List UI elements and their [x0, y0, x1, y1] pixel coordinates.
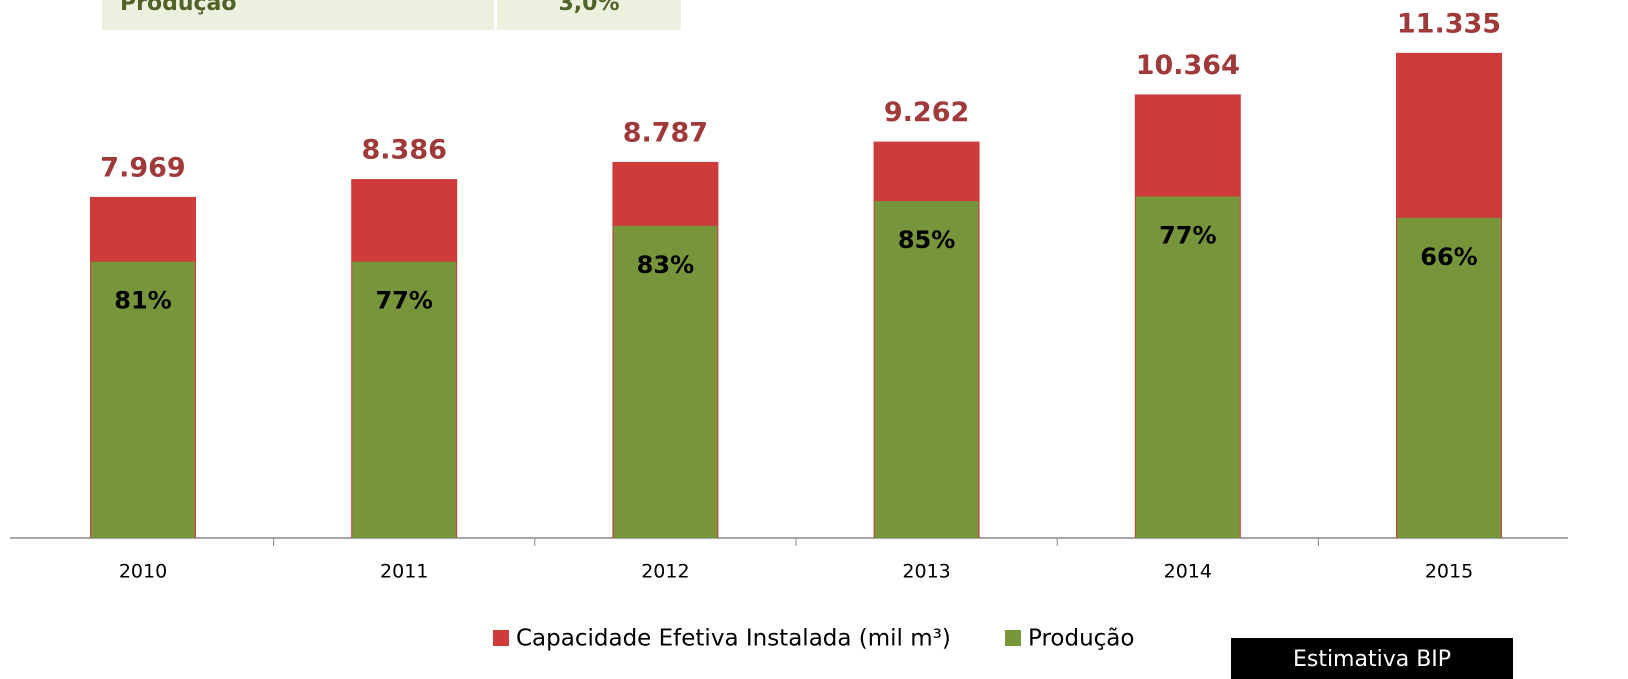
data-label: 77% [1159, 221, 1216, 249]
data-label: 83% [637, 251, 694, 279]
x-tick-label: 2014 [1164, 561, 1212, 583]
x-tick-label: 2010 [119, 561, 167, 583]
data-label: 8.787 [623, 117, 708, 148]
data-label: 10.364 [1136, 50, 1240, 81]
bar [874, 201, 979, 538]
legend-swatch [493, 630, 509, 646]
table-label: Produção [120, 0, 237, 16]
bar [91, 261, 195, 538]
x-tick-label: 2011 [380, 561, 428, 583]
legend-label: Capacidade Efetiva Instalada (mil m³) [516, 626, 951, 652]
data-label: 66% [1420, 243, 1477, 271]
bar [352, 261, 457, 538]
note: Estimativa BIP [1293, 647, 1451, 672]
table-cell [102, 0, 494, 30]
bar [1135, 196, 1240, 538]
x-tick-label: 2012 [641, 561, 689, 583]
data-label: 7.969 [100, 152, 185, 183]
table-cell [497, 0, 681, 30]
data-label: 81% [114, 287, 171, 315]
data-label: 8.386 [361, 135, 446, 166]
table-value: 3,0% [558, 0, 619, 16]
data-label: 77% [375, 287, 432, 315]
bar [613, 225, 718, 538]
data-label: 11.335 [1397, 8, 1501, 39]
data-label: 9.262 [884, 97, 969, 128]
bar [1397, 217, 1501, 539]
legend-swatch [1005, 630, 1021, 646]
data-label: 85% [898, 226, 955, 254]
legend-label: Produção [1028, 626, 1134, 652]
x-tick-label: 2015 [1425, 561, 1473, 583]
x-tick-label: 2013 [902, 561, 950, 583]
note-box [1231, 638, 1513, 679]
